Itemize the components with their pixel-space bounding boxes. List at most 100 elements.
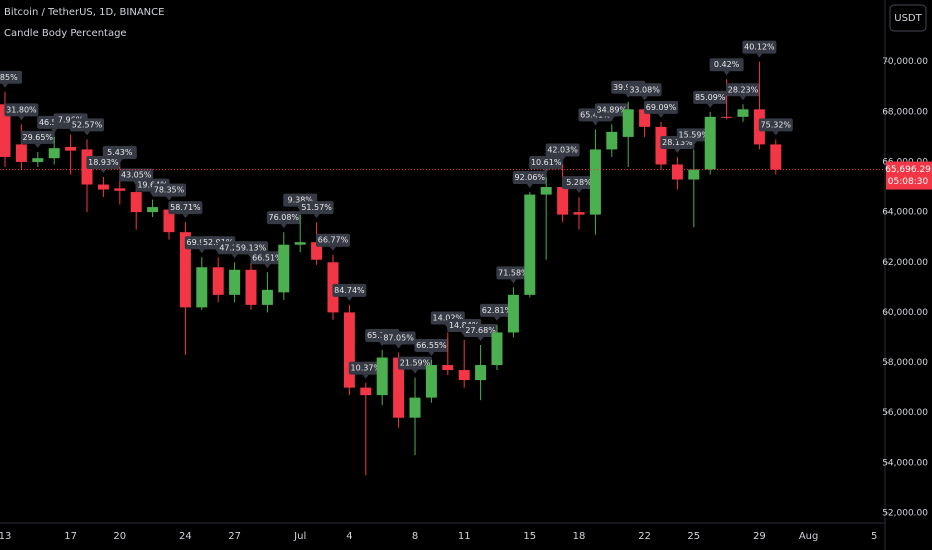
label-pointer bbox=[477, 336, 484, 341]
label-box bbox=[545, 143, 580, 157]
label-pointer bbox=[51, 128, 58, 133]
body-percent-label: 34.89% bbox=[597, 105, 628, 114]
label-box bbox=[20, 130, 55, 144]
y-tick-label: 70,000.00 bbox=[882, 57, 928, 67]
body-percent-label: 33.08% bbox=[629, 85, 660, 94]
candle-body bbox=[704, 116, 716, 170]
candle-body bbox=[770, 144, 782, 170]
label-pointer bbox=[346, 296, 353, 301]
body-percent-label: 21.59% bbox=[400, 359, 431, 368]
x-tick-label: 8 bbox=[412, 531, 418, 542]
body-percent-label: 9.38% bbox=[287, 196, 313, 205]
legend-bg bbox=[0, 3, 125, 41]
label-box bbox=[102, 145, 137, 159]
body-percent-label: 59.13% bbox=[236, 243, 267, 252]
candle-body bbox=[376, 357, 388, 396]
label-pointer bbox=[690, 141, 697, 146]
candle-body bbox=[0, 104, 11, 157]
candle-body bbox=[179, 232, 191, 308]
body-percent-label: 0.42% bbox=[714, 60, 740, 69]
label-box bbox=[0, 70, 22, 84]
body-percent-label: 40.12% bbox=[744, 43, 775, 52]
candle-body bbox=[557, 187, 569, 215]
body-percent-label: 1.85% bbox=[0, 73, 18, 82]
y-tick-label: 62,000.00 bbox=[882, 258, 928, 268]
label-pointer bbox=[526, 184, 533, 189]
label-pointer bbox=[543, 169, 550, 174]
body-percent-label: 84.74% bbox=[334, 286, 365, 295]
body-percent-label: 29.65% bbox=[23, 133, 54, 142]
label-box bbox=[119, 168, 154, 182]
label-box bbox=[316, 233, 350, 247]
candle-body bbox=[639, 109, 651, 127]
label-box bbox=[299, 201, 334, 215]
label-pointer bbox=[231, 254, 238, 259]
candle-body bbox=[212, 267, 224, 295]
label-pointer bbox=[608, 116, 615, 121]
x-tick-label: 5 bbox=[871, 531, 877, 542]
label-box bbox=[250, 251, 285, 265]
label-box bbox=[512, 171, 547, 185]
label-pointer bbox=[723, 71, 730, 76]
body-percent-label: 51.57% bbox=[301, 203, 332, 212]
candle-body bbox=[442, 365, 454, 371]
label-pointer bbox=[412, 369, 418, 374]
candle-body bbox=[721, 116, 733, 118]
candle-body bbox=[196, 267, 208, 308]
label-pointer bbox=[756, 53, 763, 58]
candle-body bbox=[65, 146, 77, 151]
label-box bbox=[758, 118, 793, 132]
label-pointer bbox=[428, 352, 435, 357]
label-box bbox=[562, 176, 596, 190]
body-percent-label: 66.77% bbox=[318, 236, 349, 245]
label-pointer bbox=[559, 156, 566, 161]
label-box bbox=[168, 201, 203, 215]
label-box bbox=[676, 128, 711, 142]
candle-body bbox=[245, 269, 257, 305]
y-tick-label: 68,000.00 bbox=[882, 107, 928, 117]
label-box bbox=[332, 283, 367, 297]
body-percent-label: 69.09% bbox=[646, 103, 677, 112]
chart-title: Bitcoin / TetherUS, 1D, BINANCE bbox=[4, 7, 164, 18]
candle-body bbox=[97, 184, 109, 190]
body-percent-label: 78.35% bbox=[154, 186, 185, 195]
label-pointer bbox=[395, 344, 402, 349]
x-tick-label: 27 bbox=[228, 531, 241, 542]
label-box bbox=[463, 323, 498, 337]
candle-body bbox=[343, 312, 355, 388]
candle-body bbox=[32, 158, 44, 162]
currency-label[interactable]: USDT bbox=[894, 13, 922, 24]
body-percent-label: 15.59% bbox=[679, 130, 710, 139]
candle-body bbox=[114, 188, 126, 191]
label-pointer bbox=[264, 264, 271, 269]
x-tick-label: 25 bbox=[687, 531, 700, 542]
label-pointer bbox=[510, 279, 517, 284]
candle-body bbox=[147, 207, 159, 213]
body-percent-label: 87.05% bbox=[383, 334, 414, 343]
x-tick-label: 11 bbox=[458, 531, 471, 542]
body-percent-label: 5.43% bbox=[107, 148, 133, 157]
body-percent-label: 28.23% bbox=[728, 85, 759, 94]
x-tick-label: 17 bbox=[64, 531, 77, 542]
candle-body bbox=[737, 109, 749, 117]
body-percent-label: 66.55% bbox=[416, 341, 447, 350]
candle-body bbox=[589, 149, 601, 215]
label-box bbox=[726, 83, 760, 97]
y-tick-label: 60,000.00 bbox=[882, 308, 928, 318]
candle-body bbox=[130, 192, 142, 213]
x-tick-label: 22 bbox=[638, 531, 651, 542]
label-box bbox=[693, 90, 728, 104]
label-pointer bbox=[494, 316, 500, 321]
currency-button[interactable] bbox=[889, 4, 927, 32]
x-tick-label: 13 bbox=[0, 531, 11, 542]
label-pointer bbox=[772, 131, 779, 136]
body-percent-label: 52.57% bbox=[72, 120, 103, 129]
label-pointer bbox=[740, 96, 746, 101]
body-percent-label: 14.02% bbox=[433, 313, 464, 322]
label-pointer bbox=[280, 224, 287, 229]
body-percent-label: 10.37% bbox=[351, 364, 382, 373]
label-pointer bbox=[18, 116, 25, 121]
body-percent-label: 27.68% bbox=[465, 326, 496, 335]
label-box bbox=[266, 211, 301, 225]
body-percent-label: 62.81% bbox=[482, 306, 513, 315]
